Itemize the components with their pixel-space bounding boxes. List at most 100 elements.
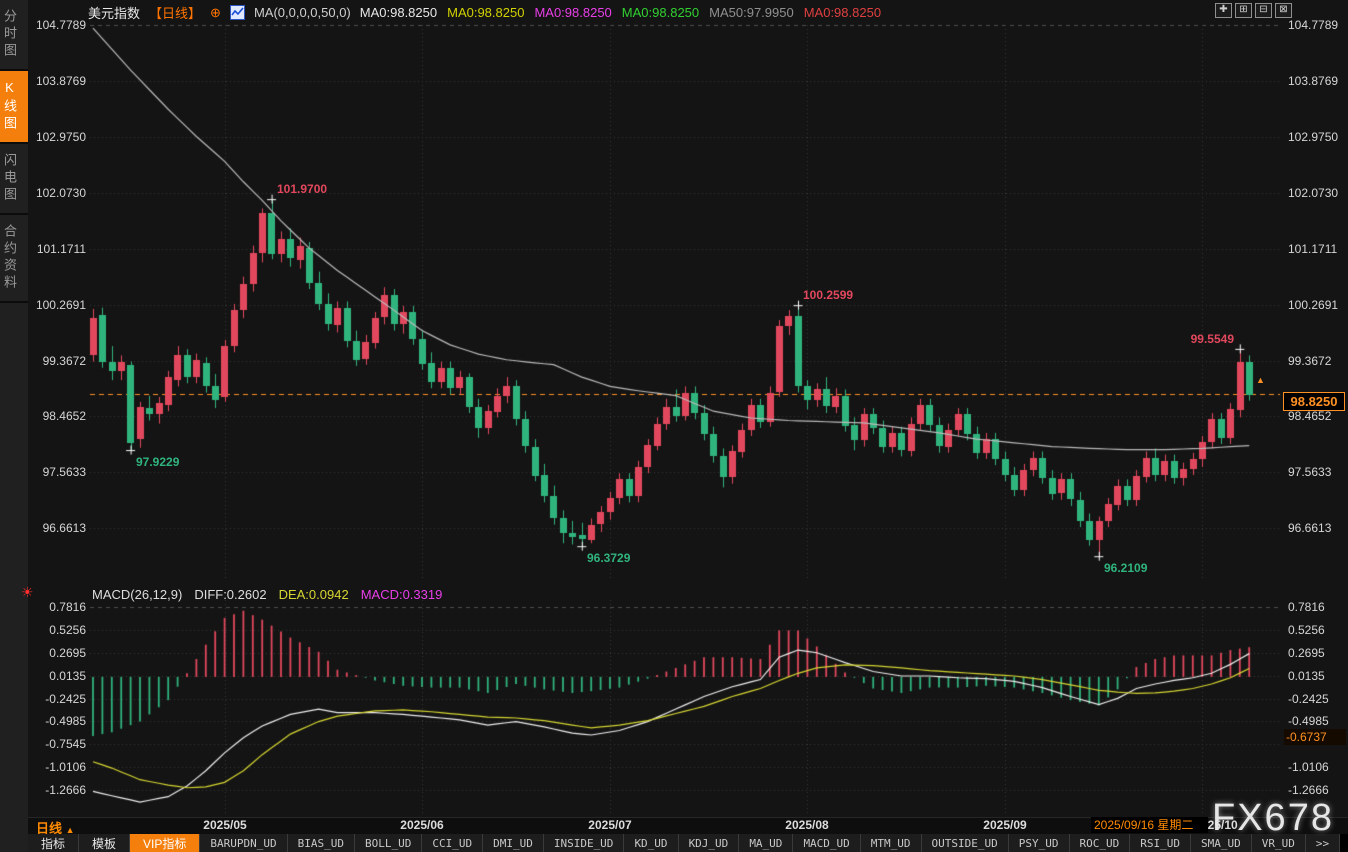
ma-formula: MA(0,0,0,0,50,0) bbox=[253, 5, 351, 20]
ma-value-2: MA0:98.8250 bbox=[534, 5, 612, 20]
axis-tick-label: -0.4985 bbox=[45, 714, 86, 728]
ma-value-3: MA0:98.8250 bbox=[621, 5, 700, 20]
axis-tick-label: -0.4985 bbox=[1288, 714, 1329, 728]
macd-current-value-tag: -0.6737 bbox=[1284, 729, 1346, 745]
symbol-title: 美元指数 bbox=[88, 6, 141, 21]
axis-tick-label: 102.9750 bbox=[35, 130, 86, 144]
indicator-tab-kdj_ud[interactable]: KDJ_UD bbox=[678, 834, 740, 852]
indicator-tab-cci_ud[interactable]: CCI_UD bbox=[422, 834, 484, 852]
axis-tick-label: 0.2695 bbox=[1288, 646, 1325, 660]
indicator-tab-vip[interactable]: VIP指标 bbox=[130, 834, 201, 852]
indicator-tab-roc_ud[interactable]: ROC_UD bbox=[1069, 834, 1131, 852]
period-selector[interactable]: 日线 ▲ bbox=[36, 818, 75, 837]
chart-tool-icon-3[interactable]: ⊠ bbox=[1275, 3, 1292, 18]
indicator-tab-bias_ud[interactable]: BIAS_UD bbox=[287, 834, 355, 852]
date-axis-row bbox=[28, 817, 1348, 835]
indicator-burst-icon[interactable]: ☀ bbox=[21, 584, 34, 600]
indicator-tab-[interactable]: 指标 bbox=[28, 834, 80, 852]
date-axis-label: 2025/05 bbox=[203, 818, 247, 832]
left-sidebar: 分时图 K线图 闪电图 合约资料 bbox=[0, 0, 28, 852]
date-axis-label: 2025/09 bbox=[983, 818, 1027, 832]
period-badge: 【日线】 bbox=[149, 6, 202, 21]
axis-tick-label: 98.4652 bbox=[42, 409, 86, 423]
indicator-tab-barupdn_ud[interactable]: BARUPDN_UD bbox=[200, 834, 288, 852]
axis-tick-label: 101.1711 bbox=[1288, 242, 1338, 256]
sidebar-item-1[interactable]: K线图 bbox=[0, 71, 28, 144]
indicator-tab-dmi_ud[interactable]: DMI_UD bbox=[483, 834, 544, 852]
extreme-price-annotation: 99.5549 bbox=[1190, 332, 1234, 346]
axis-tick-label: 97.5633 bbox=[1288, 465, 1332, 479]
axis-tick-label: 99.3672 bbox=[1288, 354, 1332, 368]
axis-tick-label: 0.2695 bbox=[49, 646, 86, 660]
macd-title: MACD(26,12,9) bbox=[92, 587, 183, 602]
indicator-tab-[interactable]: 模板 bbox=[79, 834, 131, 852]
ma-value-1: MA0:98.8250 bbox=[447, 5, 525, 20]
axis-tick-label: 0.7816 bbox=[1288, 600, 1325, 614]
indicator-tab-psy_ud[interactable]: PSY_UD bbox=[1008, 834, 1070, 852]
sidebar-item-0[interactable]: 分时图 bbox=[0, 0, 28, 71]
axis-tick-label: 98.4652 bbox=[1288, 409, 1332, 423]
indicator-tab-mtm_ud[interactable]: MTM_UD bbox=[860, 834, 922, 852]
axis-tick-label: -0.2425 bbox=[1288, 692, 1329, 706]
date-axis-label: 2025/07 bbox=[588, 818, 632, 832]
axis-tick-label: 96.6613 bbox=[42, 521, 86, 535]
macd-dea-value: DEA:0.0942 bbox=[278, 587, 349, 602]
axis-tick-label: 0.0135 bbox=[49, 669, 86, 683]
indicator-tab-inside_ud[interactable]: INSIDE_UD bbox=[543, 834, 625, 852]
ma-value-4: MA50:97.9950 bbox=[709, 5, 794, 20]
macd-macd-value: MACD:0.3319 bbox=[360, 587, 443, 602]
mini-chart-icon[interactable] bbox=[229, 5, 245, 20]
extreme-price-annotation: 97.9229 bbox=[136, 455, 180, 469]
chart-toolbar-icons: ✚ ⊞ ⊟ ⊠ bbox=[1215, 3, 1292, 18]
indicator-tab-rsi_ud[interactable]: RSI_UD bbox=[1130, 834, 1192, 852]
indicator-tab-bar: 指标 模板 VIP指标 BARUPDN_UD BIAS_UD BOLL_UD CCI_UD D… bbox=[28, 834, 1348, 852]
axis-tick-label: 103.8769 bbox=[1288, 74, 1339, 88]
axis-tick-label: -1.2666 bbox=[1288, 783, 1329, 797]
extreme-price-annotation: 96.2109 bbox=[1104, 561, 1148, 575]
date-axis-label: 2025/06 bbox=[400, 818, 444, 832]
axis-tick-label: -0.2425 bbox=[45, 692, 86, 706]
scroll-to-latest-icon[interactable]: ▲ bbox=[1256, 375, 1265, 385]
axis-tick-label: 96.6613 bbox=[1288, 521, 1332, 535]
ma-value-0: MA0:98.8250 bbox=[359, 5, 438, 20]
axis-tick-label: 103.8769 bbox=[35, 74, 86, 88]
axis-tick-label: 100.2691 bbox=[1288, 298, 1339, 312]
chart-tool-icon-0[interactable]: ✚ bbox=[1215, 3, 1232, 18]
extreme-price-annotation: 100.2599 bbox=[803, 288, 854, 302]
chart-tool-icon-2[interactable]: ⊟ bbox=[1255, 3, 1272, 18]
axis-tick-label: 0.5256 bbox=[49, 623, 86, 637]
axis-tick-label: 0.5256 bbox=[1288, 623, 1325, 637]
macd-diff-value: DIFF:0.2602 bbox=[194, 587, 267, 602]
date-axis-label: 2025/08 bbox=[785, 818, 829, 832]
chart-header: 美元指数 【日线】 ⊕ MA(0,0,0,0,50,0) MA0:98.8250… bbox=[88, 3, 881, 22]
axis-tick-label: 0.7816 bbox=[49, 600, 86, 614]
extreme-price-annotation: 96.3729 bbox=[587, 551, 631, 565]
ma-values: MA0:98.8250 MA0:98.8250 MA0:98.8250 MA0:98.… bbox=[360, 5, 881, 20]
indicator-tab-kd_ud[interactable]: KD_UD bbox=[624, 834, 679, 852]
indicator-tab-outside_ud[interactable]: OUTSIDE_UD bbox=[921, 834, 1009, 852]
indicator-tab-boll_ud[interactable]: BOLL_UD bbox=[354, 834, 423, 852]
add-indicator-icon[interactable]: ⊕ bbox=[210, 4, 221, 20]
indicator-tab-ma_ud[interactable]: MA_UD bbox=[739, 834, 794, 852]
axis-tick-label: 102.9750 bbox=[1288, 130, 1339, 144]
last-price-tag: 98.8250 bbox=[1283, 392, 1345, 411]
extreme-price-annotation: 101.9700 bbox=[277, 182, 328, 196]
axis-tick-label: -1.0106 bbox=[1288, 760, 1329, 774]
indicator-tab-sma_ud[interactable]: SMA_UD bbox=[1191, 834, 1252, 852]
hover-date-tooltip: 2025/09/16 星期二 bbox=[1091, 817, 1208, 833]
axis-tick-label: 99.3672 bbox=[42, 354, 86, 368]
sidebar-item-2[interactable]: 闪电图 bbox=[0, 144, 28, 215]
indicator-tab-vr_ud[interactable]: VR_UD bbox=[1251, 834, 1306, 852]
axis-tick-label: 102.0730 bbox=[35, 186, 86, 200]
sidebar-item-3[interactable]: 合约资料 bbox=[0, 215, 28, 303]
watermark: FX678 bbox=[1212, 797, 1334, 839]
axis-tick-label: 101.1711 bbox=[36, 242, 86, 256]
axis-tick-label: 0.0135 bbox=[1288, 669, 1325, 683]
chart-tool-icon-1[interactable]: ⊞ bbox=[1235, 3, 1252, 18]
indicator-tab-[interactable]: >> bbox=[1305, 834, 1341, 852]
axis-tick-label: 104.7789 bbox=[1288, 18, 1339, 32]
period-selector-label: 日线 bbox=[36, 821, 63, 836]
indicator-tab-macd_ud[interactable]: MACD_UD bbox=[793, 834, 861, 852]
